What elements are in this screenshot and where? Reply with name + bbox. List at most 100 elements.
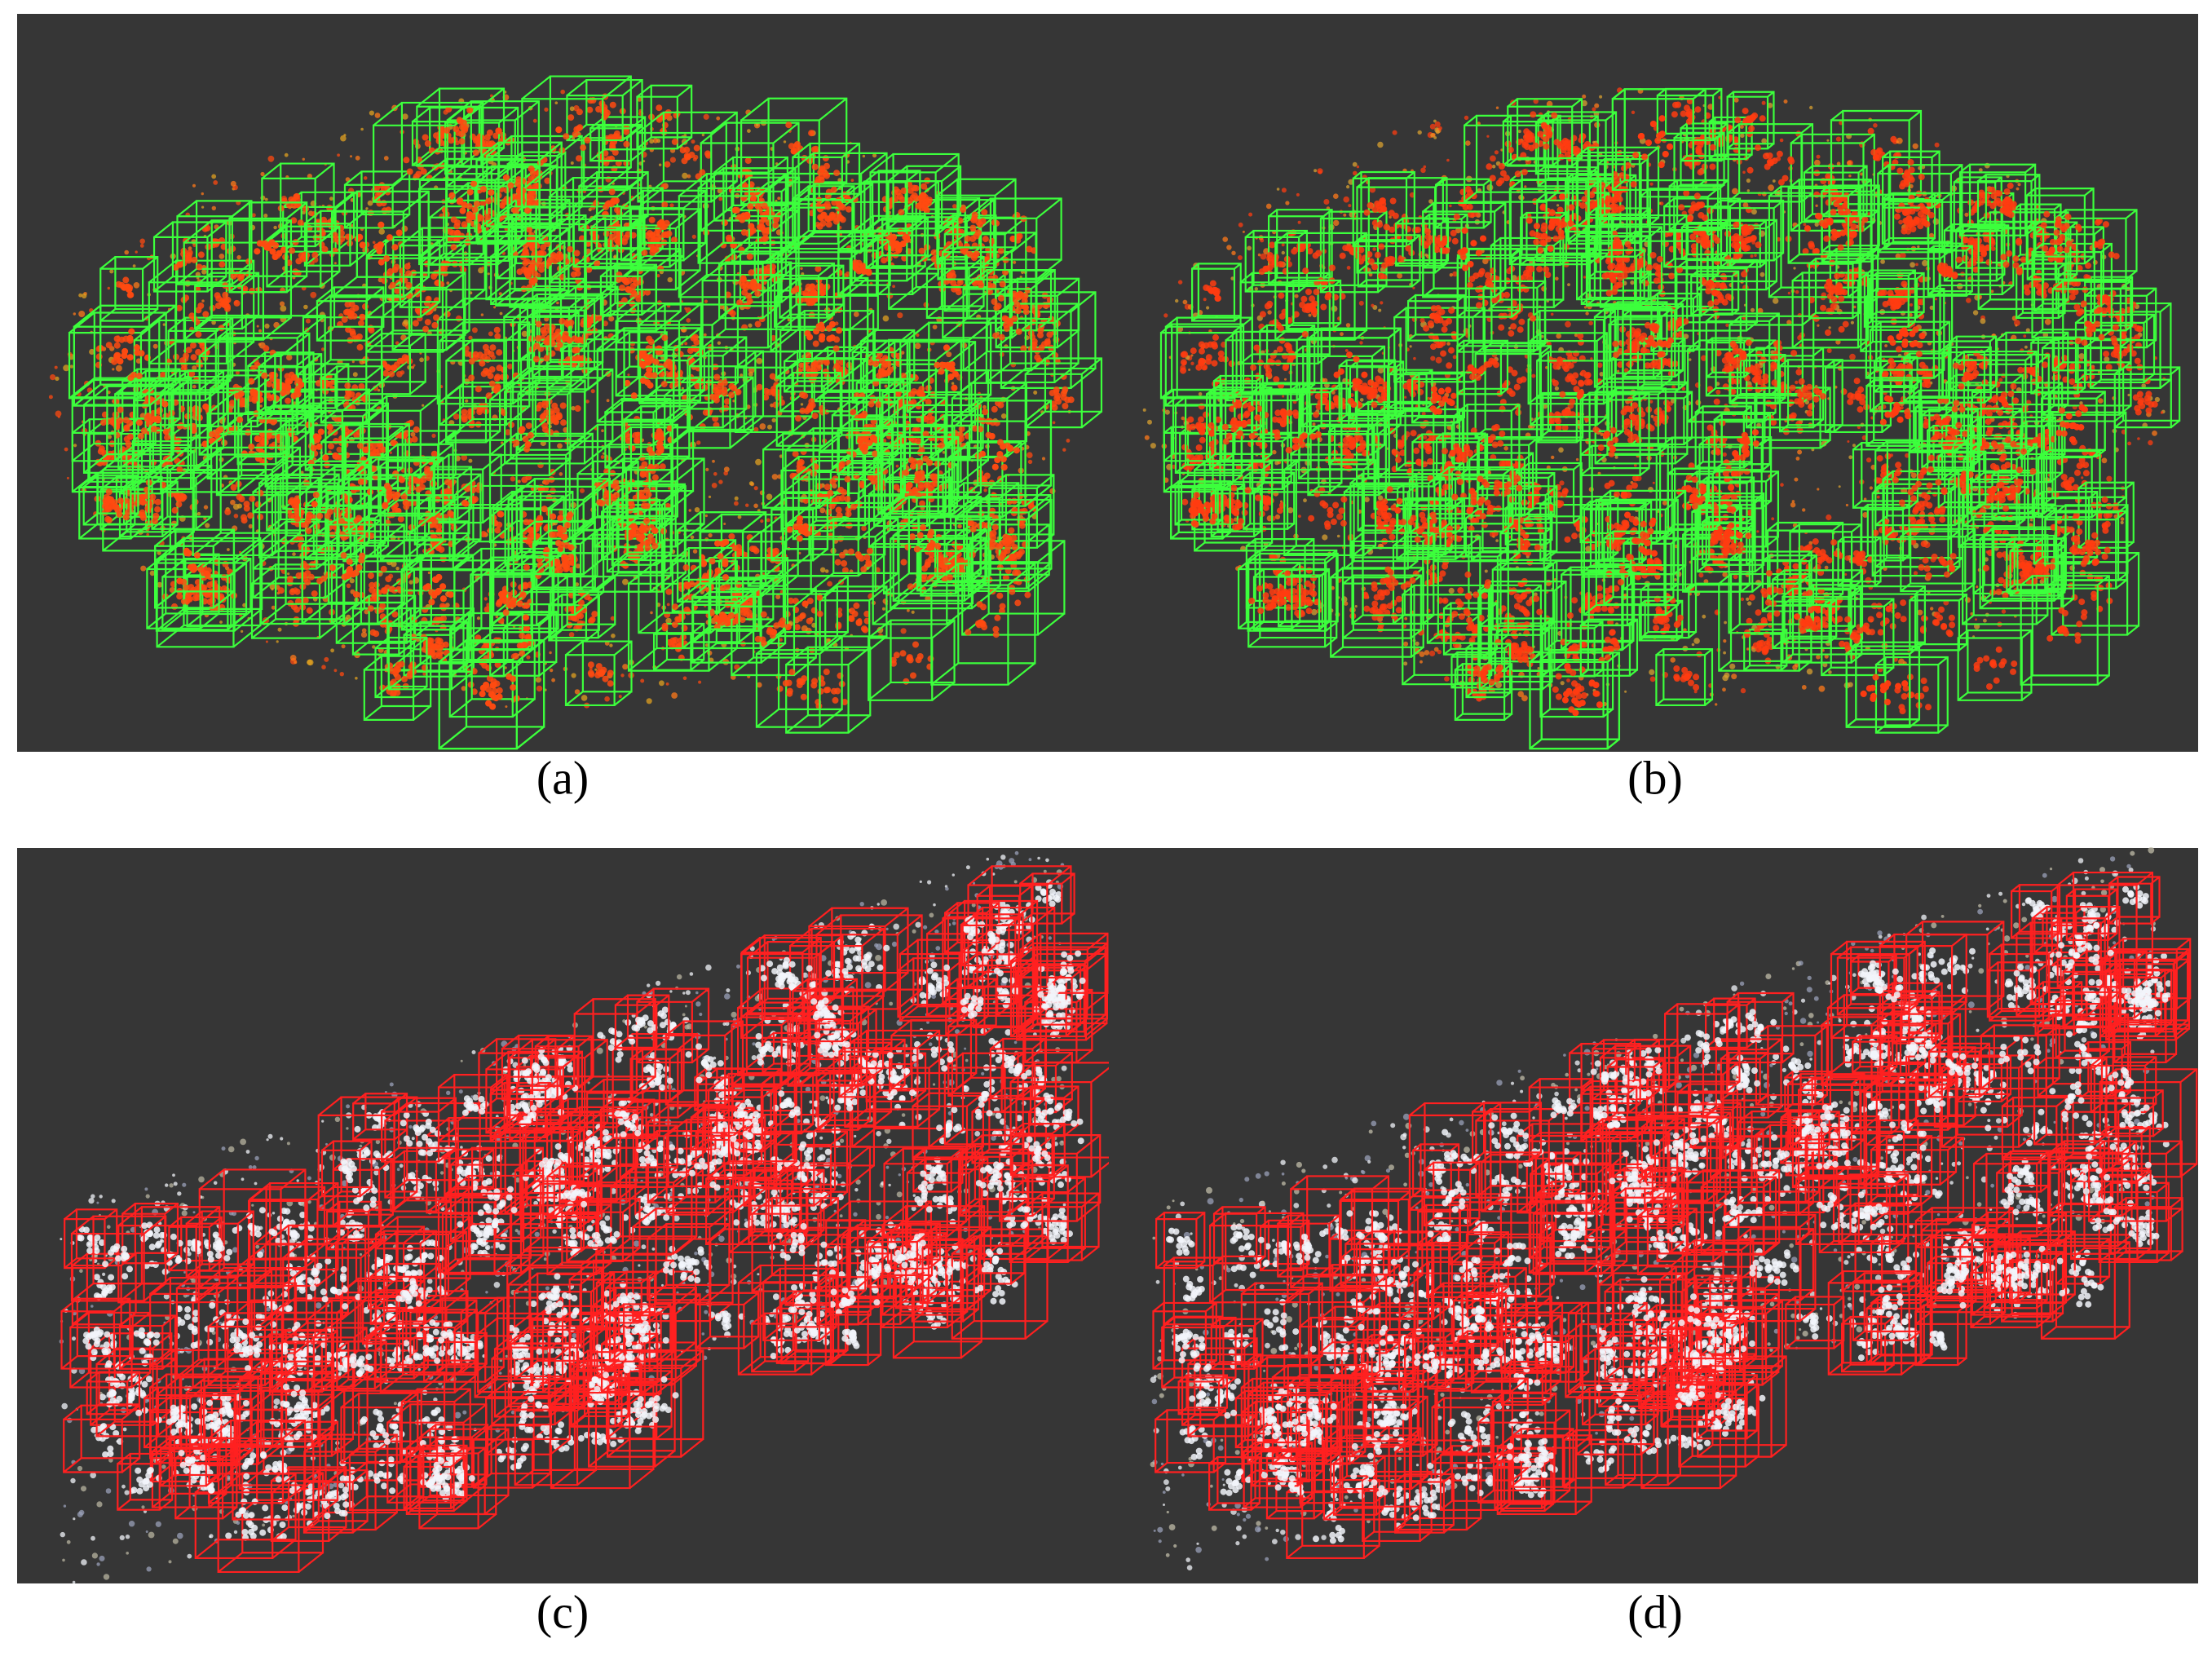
point: [290, 655, 297, 661]
tree-point: [413, 426, 420, 433]
tree-point: [540, 327, 546, 333]
tree-point: [740, 275, 747, 281]
tree-point: [817, 611, 823, 617]
tree-point: [398, 516, 404, 523]
point: [257, 325, 259, 328]
tree-point: [1046, 332, 1053, 338]
tree-point: [113, 423, 120, 430]
tree-point: [970, 526, 977, 532]
tree-point: [736, 299, 743, 306]
point: [55, 366, 58, 369]
point: [801, 403, 803, 405]
tree-point: [808, 130, 815, 136]
tree-point: [909, 391, 916, 398]
point: [892, 285, 895, 288]
point: [227, 548, 230, 551]
tree-point: [368, 605, 374, 612]
tree-point: [496, 349, 502, 356]
point: [536, 677, 541, 682]
point: [373, 241, 376, 245]
tree-point: [984, 473, 991, 479]
tree-point: [298, 219, 304, 226]
point: [1033, 391, 1037, 395]
point: [236, 255, 241, 259]
tree-point: [494, 527, 501, 533]
tree-point: [831, 187, 837, 193]
point: [581, 695, 588, 701]
point: [705, 468, 709, 471]
point: [260, 172, 264, 176]
point: [691, 536, 695, 540]
point: [1001, 413, 1007, 419]
tree-point: [745, 157, 752, 164]
point: [403, 320, 408, 325]
tree-point: [816, 594, 823, 601]
tree-point: [641, 502, 647, 509]
tree-point: [983, 481, 990, 488]
tree-point: [560, 403, 567, 409]
tree-point: [809, 284, 815, 290]
tree-point: [894, 651, 900, 658]
tree-point: [542, 402, 549, 409]
tree-point: [694, 145, 700, 152]
point: [1066, 439, 1071, 443]
point: [337, 153, 340, 157]
tree-point: [302, 598, 309, 604]
tree-point: [815, 266, 821, 272]
tree-point: [823, 155, 829, 161]
tree-point: [394, 361, 400, 368]
tree-point: [415, 171, 422, 178]
point: [604, 696, 610, 702]
point: [472, 327, 478, 333]
point: [201, 192, 204, 195]
tree-point: [859, 263, 866, 269]
tree-point: [444, 488, 451, 494]
tree-point: [402, 354, 408, 360]
point: [252, 213, 256, 217]
point: [215, 279, 218, 281]
tree-point: [1013, 301, 1020, 307]
point: [303, 305, 308, 310]
point: [647, 698, 652, 704]
point: [67, 477, 69, 479]
point: [140, 244, 144, 248]
tree-point: [385, 576, 391, 582]
tree-point: [793, 451, 799, 457]
tree-point: [172, 507, 179, 514]
point: [355, 156, 360, 161]
point: [755, 459, 762, 466]
point: [273, 226, 276, 229]
tree-point: [197, 303, 204, 309]
tree-point: [591, 611, 598, 617]
point: [268, 156, 275, 162]
tree-point: [806, 618, 813, 625]
tree-point: [660, 463, 666, 470]
tree-point: [672, 139, 678, 145]
point: [533, 119, 537, 123]
point: [201, 299, 204, 302]
point: [340, 672, 344, 676]
tree-point: [356, 333, 363, 340]
tree-point: [603, 231, 610, 237]
tree-point: [288, 499, 294, 506]
tree-point: [823, 173, 830, 179]
tree-point: [1016, 329, 1022, 335]
point: [747, 129, 751, 133]
tree-point: [382, 207, 388, 214]
point: [704, 333, 707, 337]
tree-point: [556, 251, 563, 258]
tree-point: [806, 299, 812, 306]
tree-point: [638, 490, 645, 497]
tree-point: [517, 268, 523, 275]
tree-point: [978, 282, 984, 289]
tree-point: [651, 246, 657, 253]
point: [500, 312, 503, 316]
point: [627, 373, 629, 376]
point: [398, 537, 400, 540]
point: [705, 515, 708, 517]
point: [488, 331, 493, 336]
point: [258, 329, 262, 333]
tree-point: [369, 327, 375, 333]
point: [280, 302, 285, 307]
tree-point: [641, 462, 647, 468]
